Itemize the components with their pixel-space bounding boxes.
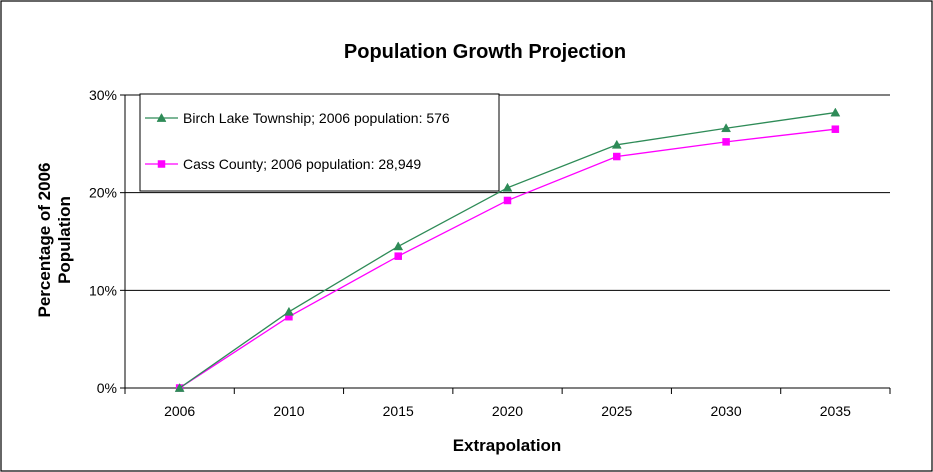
legend-label: Cass County; 2006 population: 28,949 — [183, 156, 421, 172]
y-tick-label: 30% — [89, 87, 117, 103]
y-axis-title-line-1: Percentage of 2006 — [35, 163, 54, 318]
data-point — [721, 123, 731, 133]
data-point — [503, 196, 512, 205]
legend: Birch Lake Township; 2006 population: 57… — [139, 93, 500, 192]
legend-marker — [157, 160, 166, 168]
x-tick-label: 2010 — [273, 403, 304, 419]
legend-items: Birch Lake Township; 2006 population: 57… — [145, 110, 450, 172]
chart-title: Population Growth Projection — [344, 41, 626, 63]
legend-marker — [156, 112, 167, 122]
data-point — [722, 138, 730, 146]
y-axis-title-line-2: Population — [55, 196, 74, 284]
y-axis-title: Percentage of 2006 Population — [35, 163, 74, 318]
y-tick-label: 0% — [97, 380, 117, 396]
x-tick-labels: 2006 2010 2015 2020 2025 2030 2035 — [164, 403, 851, 419]
legend-box — [139, 93, 500, 192]
series-group — [174, 107, 841, 392]
axes — [120, 94, 891, 394]
data-point — [611, 139, 622, 149]
data-point — [613, 152, 621, 161]
data-point — [394, 252, 402, 260]
legend-item-2: Cass County; 2006 population: 28,949 — [145, 156, 421, 172]
legend-item-1: Birch Lake Township; 2006 population: 57… — [145, 110, 450, 126]
legend-label: Birch Lake Township; 2006 population: 57… — [183, 110, 450, 126]
data-point — [502, 182, 513, 192]
y-tick-labels: 0% 10% 20% 30% — [89, 87, 117, 396]
data-point — [830, 107, 841, 117]
x-tick-label: 2025 — [601, 403, 632, 419]
data-point — [174, 382, 185, 392]
data-point — [284, 306, 294, 316]
y-tick-label: 20% — [89, 185, 117, 201]
x-tick-label: 2035 — [820, 403, 851, 419]
x-tick-label: 2015 — [383, 403, 414, 419]
x-tick-label: 2020 — [492, 403, 523, 419]
series-1 — [174, 107, 841, 392]
y-tick-label: 10% — [89, 282, 117, 298]
x-tick-label: 2006 — [164, 403, 195, 419]
x-axis-title: Extrapolation — [453, 436, 562, 455]
x-tick-label: 2030 — [710, 403, 741, 419]
data-point — [831, 125, 840, 133]
data-point — [393, 241, 404, 251]
